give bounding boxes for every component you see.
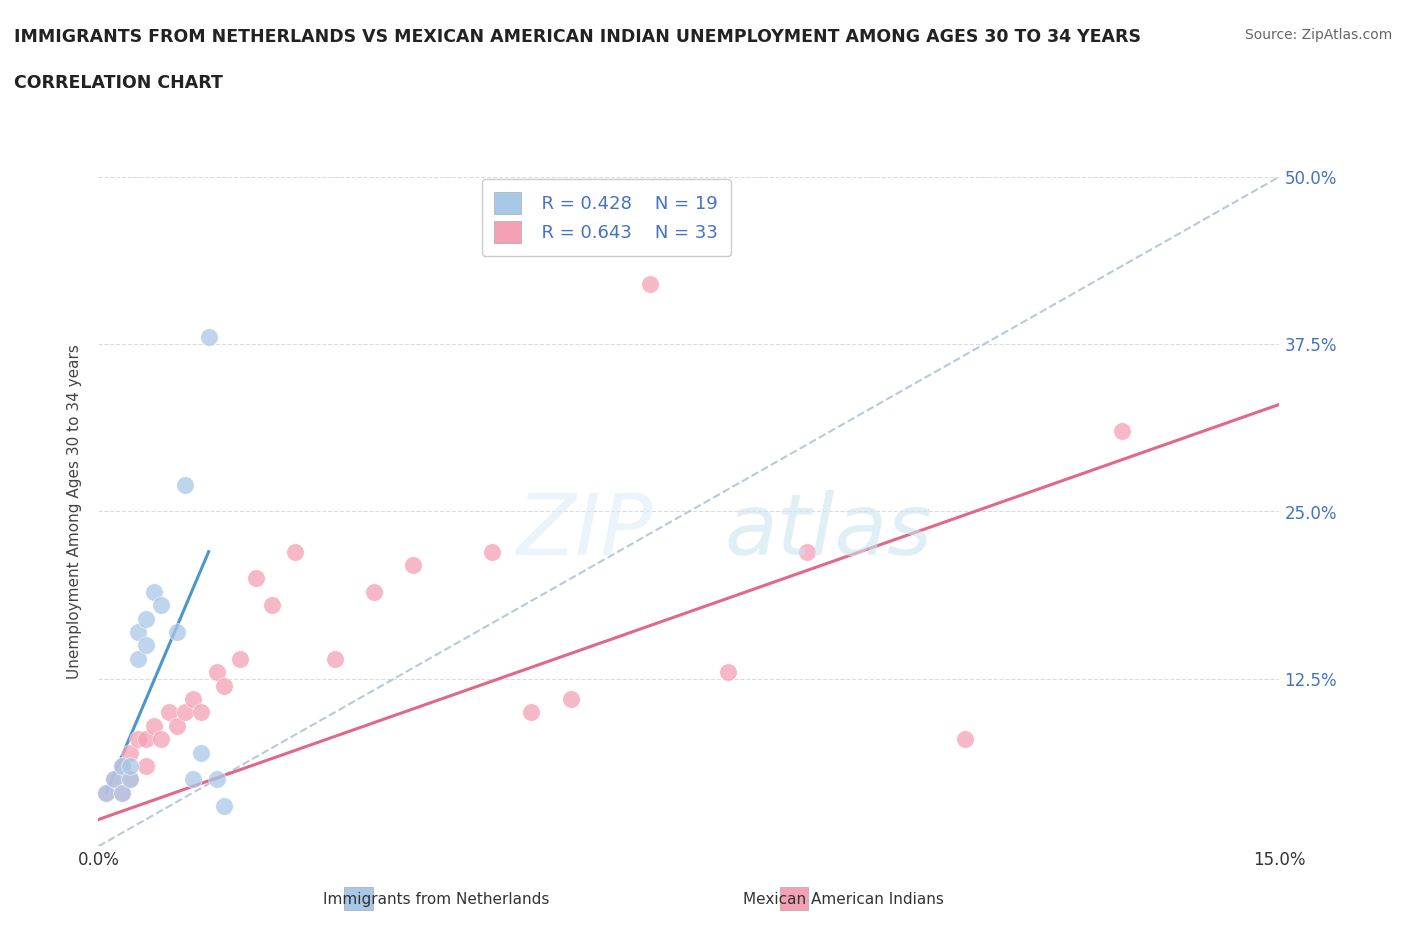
Point (111, 785, 134, 800)
Point (260, 598, 283, 613)
Point (190, 745, 212, 760)
Point (135, 611, 157, 626)
Point (142, 584, 165, 599)
Point (135, 638, 157, 653)
Y-axis label: Unemployment Among Ages 30 to 34 years: Unemployment Among Ages 30 to 34 years (67, 344, 83, 679)
Point (118, 772, 141, 787)
Text: Source: ZipAtlas.com: Source: ZipAtlas.com (1244, 28, 1392, 42)
Point (157, 705, 180, 720)
Point (135, 732, 157, 747)
Text: Immigrants from Netherlands: Immigrants from Netherlands (322, 892, 550, 907)
Point (127, 625, 149, 640)
Point (181, 772, 204, 787)
Point (197, 330, 219, 345)
Point (166, 718, 188, 733)
Text: Mexican American Indians: Mexican American Indians (744, 892, 943, 907)
Point (638, 276, 661, 291)
Point (214, 799, 236, 814)
Point (205, 772, 228, 787)
Point (520, 705, 543, 720)
Point (166, 625, 188, 640)
Text: atlas: atlas (724, 490, 932, 573)
Point (229, 651, 252, 666)
Point (245, 571, 267, 586)
Point (103, 772, 125, 787)
Point (150, 598, 173, 613)
Point (111, 785, 134, 800)
Point (1111, 424, 1133, 439)
Point (135, 759, 157, 774)
Point (214, 678, 236, 693)
Point (111, 759, 134, 774)
Point (174, 705, 197, 720)
Text: IMMIGRANTS FROM NETHERLANDS VS MEXICAN AMERICAN INDIAN UNEMPLOYMENT AMONG AGES 3: IMMIGRANTS FROM NETHERLANDS VS MEXICAN A… (14, 28, 1142, 46)
Legend:   R = 0.428    N = 19,   R = 0.643    N = 33: R = 0.428 N = 19, R = 0.643 N = 33 (482, 179, 731, 256)
Point (118, 759, 141, 774)
Point (323, 651, 346, 666)
Point (127, 651, 149, 666)
Point (796, 544, 818, 559)
Point (205, 665, 228, 680)
Point (127, 732, 149, 747)
Point (190, 705, 212, 720)
Point (111, 759, 134, 774)
Point (150, 732, 173, 747)
Point (118, 745, 141, 760)
Point (96, 785, 118, 800)
Point (118, 772, 141, 787)
Point (481, 544, 503, 559)
Point (717, 665, 740, 680)
Point (142, 718, 165, 733)
Point (363, 584, 385, 599)
Text: CORRELATION CHART: CORRELATION CHART (14, 74, 224, 92)
Point (560, 692, 582, 707)
Point (96, 785, 118, 800)
Point (103, 772, 125, 787)
Point (174, 477, 197, 492)
Text: ZIP: ZIP (517, 490, 654, 573)
Point (402, 558, 425, 573)
Point (181, 692, 204, 707)
Point (953, 732, 976, 747)
Point (284, 544, 307, 559)
